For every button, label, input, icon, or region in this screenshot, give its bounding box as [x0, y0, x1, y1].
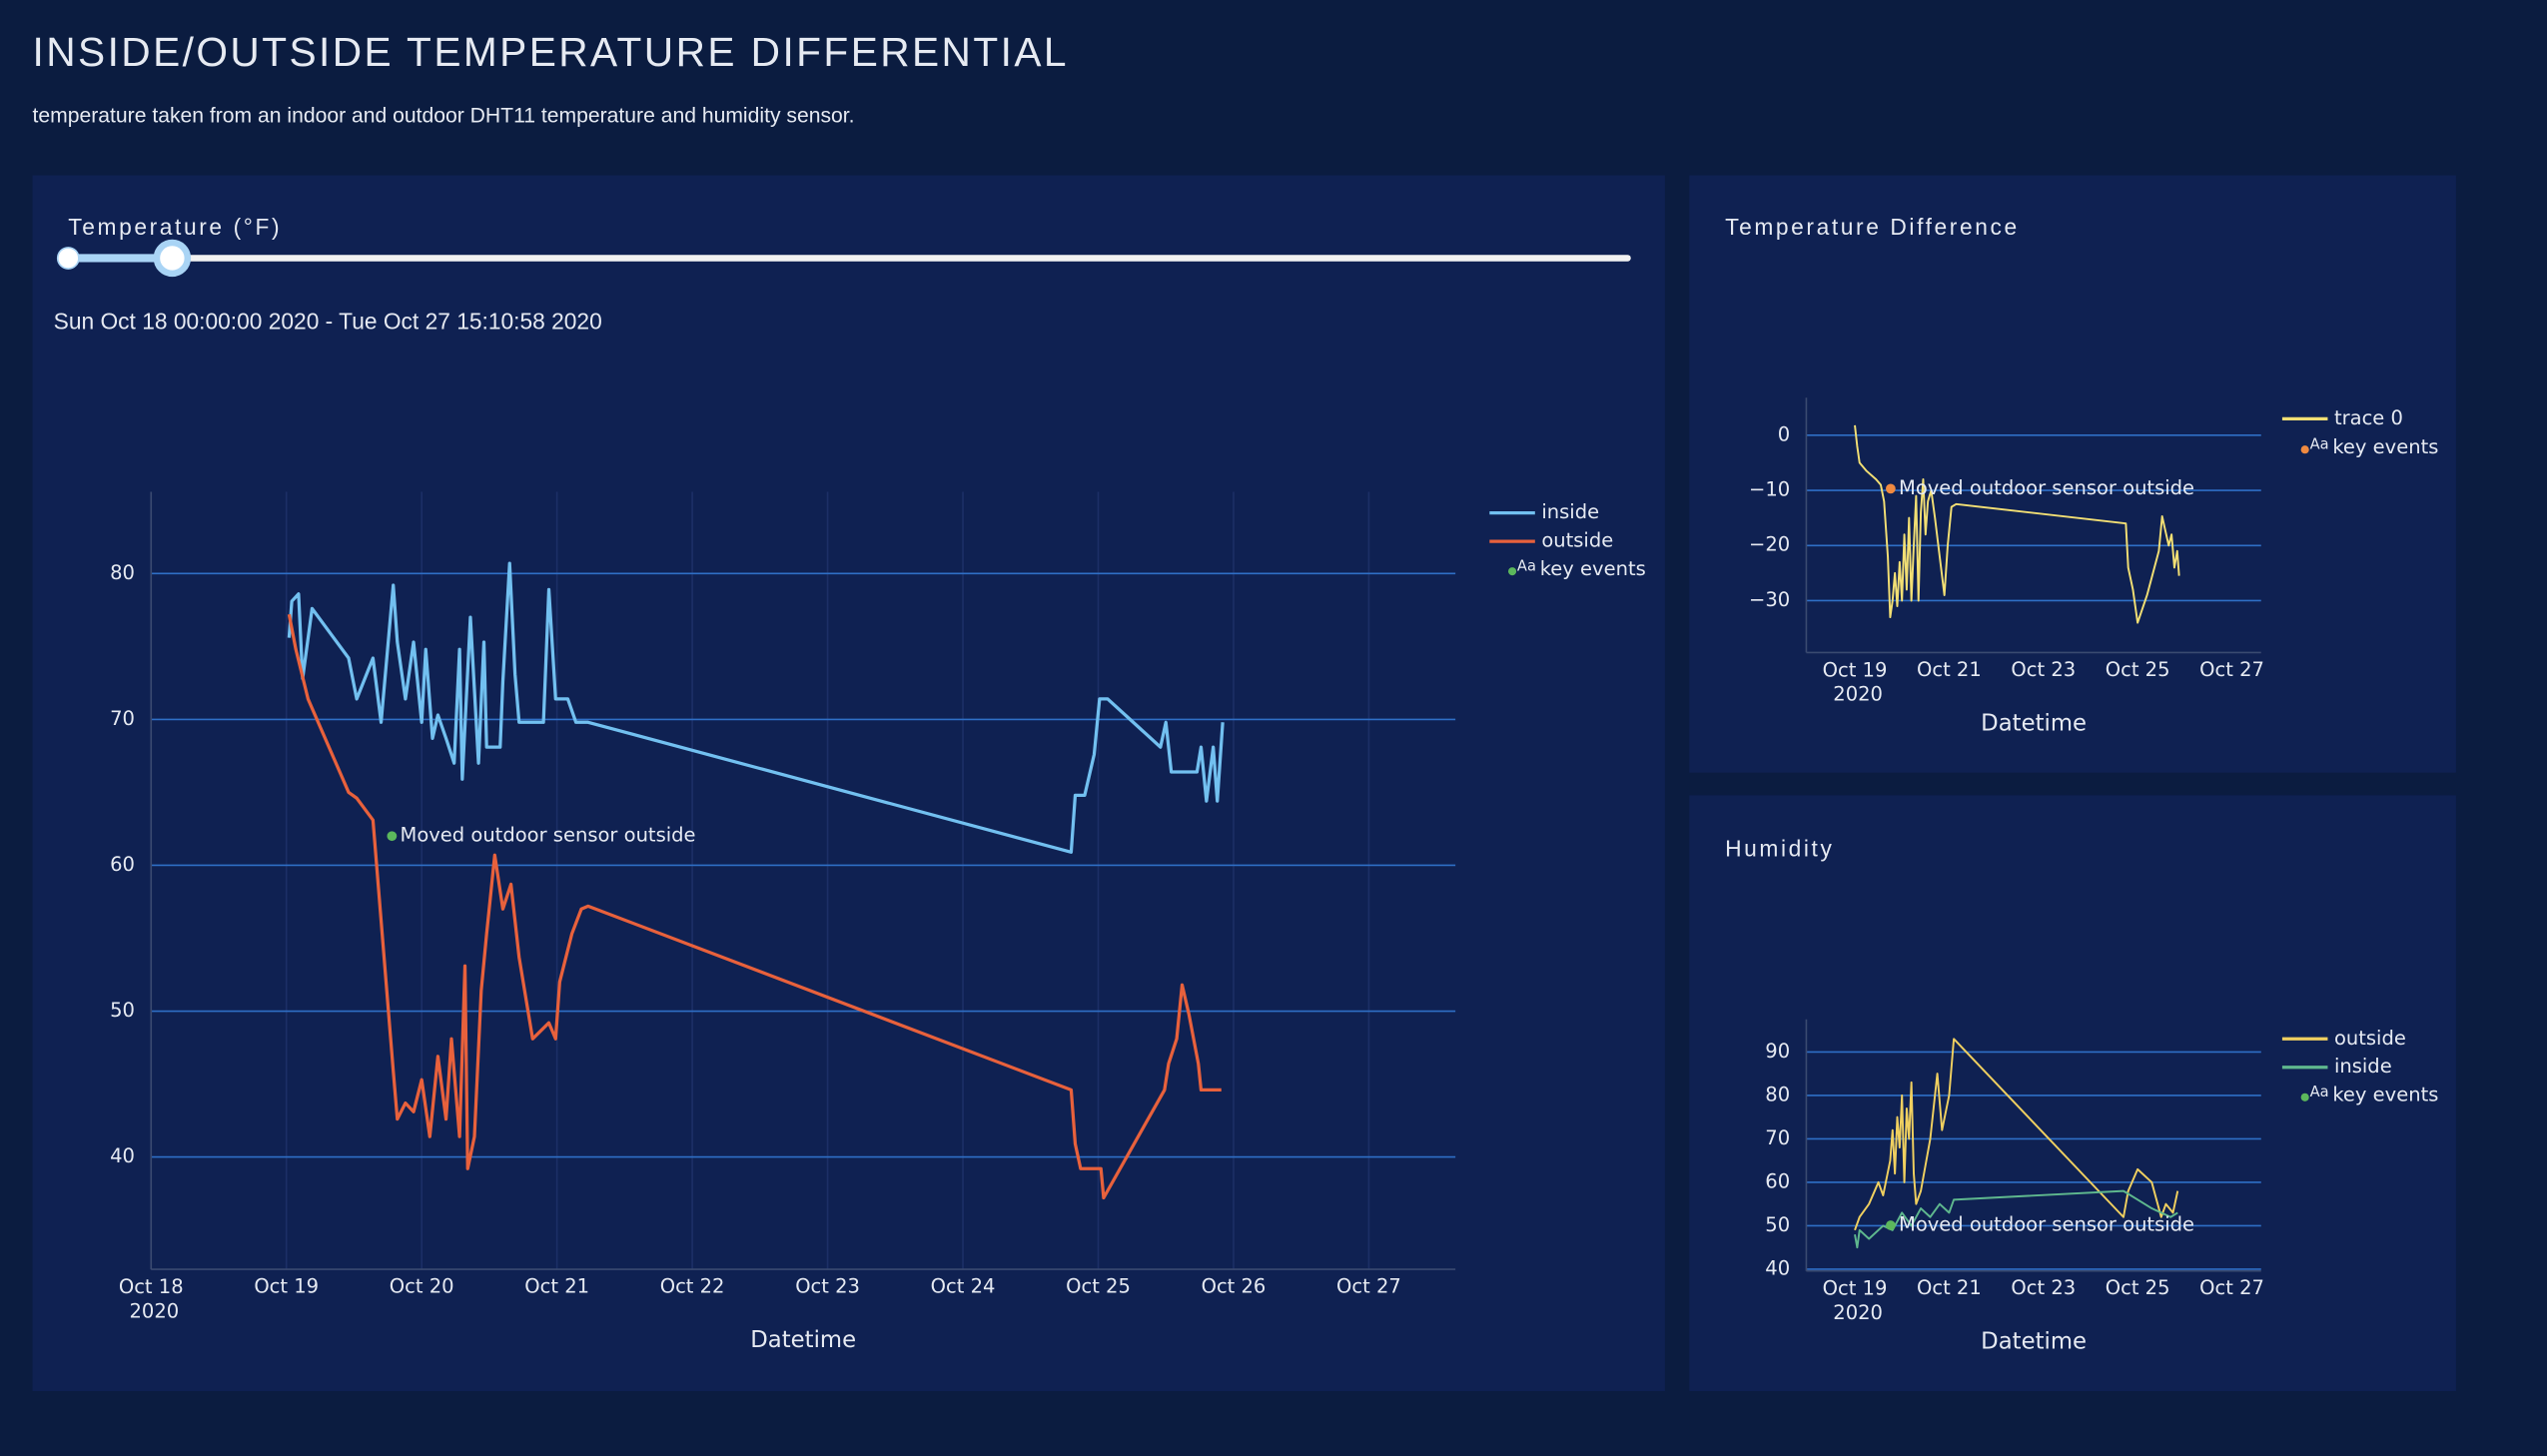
y-tick-label: 0 — [1778, 422, 1790, 445]
legend-symbol: Aa — [2310, 1084, 2329, 1100]
legend-symbol: Aa — [2310, 435, 2329, 452]
x-tick-label: Oct 21 — [1917, 658, 1982, 681]
y-tick-label: −20 — [1749, 533, 1790, 556]
x-tick-label: Oct 19 2020 — [1823, 658, 1888, 705]
y-tick-label: 90 — [1765, 1040, 1790, 1063]
x-tick-label: Oct 19 2020 — [1823, 1276, 1888, 1323]
y-tick-label: −30 — [1749, 588, 1790, 611]
y-tick-label: 70 — [110, 707, 135, 730]
chart-title: Temperature (°F) — [68, 214, 282, 240]
x-tick-label: Oct 27 — [1336, 1274, 1401, 1297]
page-title: INSIDE/OUTSIDE TEMPERATURE DIFFERENTIAL — [33, 29, 1069, 75]
key-event-marker — [1886, 483, 1896, 494]
x-tick-label: Oct 21 — [1917, 1276, 1982, 1299]
x-axis-title: Datetime — [1981, 710, 2087, 736]
key-event-label: Moved outdoor sensor outside — [1899, 476, 2194, 499]
y-tick-label: 70 — [1765, 1126, 1790, 1149]
legend-symbol: Aa — [1517, 557, 1536, 574]
y-tick-label: 40 — [1765, 1256, 1790, 1279]
x-tick-label: Oct 27 — [2199, 1276, 2264, 1299]
x-tick-label: Oct 25 — [1066, 1274, 1131, 1297]
chart-title: Temperature Difference — [1725, 214, 2020, 240]
x-tick-label: Oct 19 — [254, 1274, 319, 1297]
x-tick-label: Oct 25 — [2106, 1276, 2170, 1299]
panel — [1689, 175, 2456, 773]
legend-label: outside — [1541, 529, 1613, 552]
legend-label: inside — [1541, 500, 1599, 523]
y-tick-label: 40 — [110, 1144, 135, 1167]
x-tick-label: Oct 23 — [795, 1274, 860, 1297]
legend-label: key events — [1540, 557, 1646, 580]
x-axis-title: Datetime — [750, 1327, 856, 1353]
x-tick-label: Oct 21 — [524, 1274, 589, 1297]
range-slider[interactable] — [56, 239, 1631, 278]
x-tick-label: Oct 23 — [2011, 1276, 2076, 1299]
x-tick-label: Oct 22 — [660, 1274, 725, 1297]
page-subtitle: temperature taken from an indoor and out… — [33, 105, 855, 128]
x-tick-label: Oct 27 — [2199, 658, 2264, 681]
series-line — [1854, 1038, 2179, 1231]
x-axis-title: Datetime — [1981, 1329, 2087, 1355]
x-tick-label: Oct 18 2020 — [119, 1274, 184, 1321]
series-line — [287, 561, 1225, 854]
legend-label: key events — [2332, 1084, 2438, 1106]
panel — [1689, 795, 2456, 1391]
y-tick-label: 50 — [1765, 1213, 1790, 1236]
key-event-label: Moved outdoor sensor outside — [401, 824, 696, 847]
series-line — [1854, 1189, 2178, 1249]
legend-marker — [2300, 1092, 2309, 1101]
x-tick-label: Oct 25 — [2106, 658, 2170, 681]
key-event-marker — [387, 831, 398, 842]
chart-title: Humidity — [1725, 836, 1834, 862]
legend-label: key events — [2332, 435, 2438, 458]
y-tick-label: 60 — [1765, 1169, 1790, 1192]
series-line — [1854, 424, 2180, 624]
x-tick-label: Oct 23 — [2011, 658, 2076, 681]
x-tick-label: Oct 24 — [931, 1274, 996, 1297]
date-range: Sun Oct 18 00:00:00 2020 - Tue Oct 27 15… — [54, 308, 602, 334]
series-line — [287, 613, 1222, 1200]
y-tick-label: 60 — [110, 853, 135, 876]
y-tick-label: 80 — [1765, 1083, 1790, 1105]
x-tick-label: Oct 20 — [390, 1274, 454, 1297]
legend-label: trace 0 — [2334, 406, 2403, 429]
y-tick-label: −10 — [1749, 478, 1790, 501]
legend-marker — [1507, 567, 1517, 576]
panel — [32, 175, 1665, 1391]
legend-label: outside — [2334, 1027, 2406, 1050]
key-event-label: Moved outdoor sensor outside — [1899, 1213, 2194, 1236]
key-event-marker — [1886, 1220, 1896, 1230]
x-tick-label: Oct 26 — [1202, 1274, 1267, 1297]
legend-marker — [2300, 445, 2309, 454]
slider-handle[interactable] — [56, 247, 80, 270]
y-tick-label: 80 — [110, 561, 135, 584]
y-tick-label: 50 — [110, 999, 135, 1022]
slider-handle[interactable] — [153, 239, 192, 278]
legend-label: inside — [2334, 1055, 2392, 1078]
